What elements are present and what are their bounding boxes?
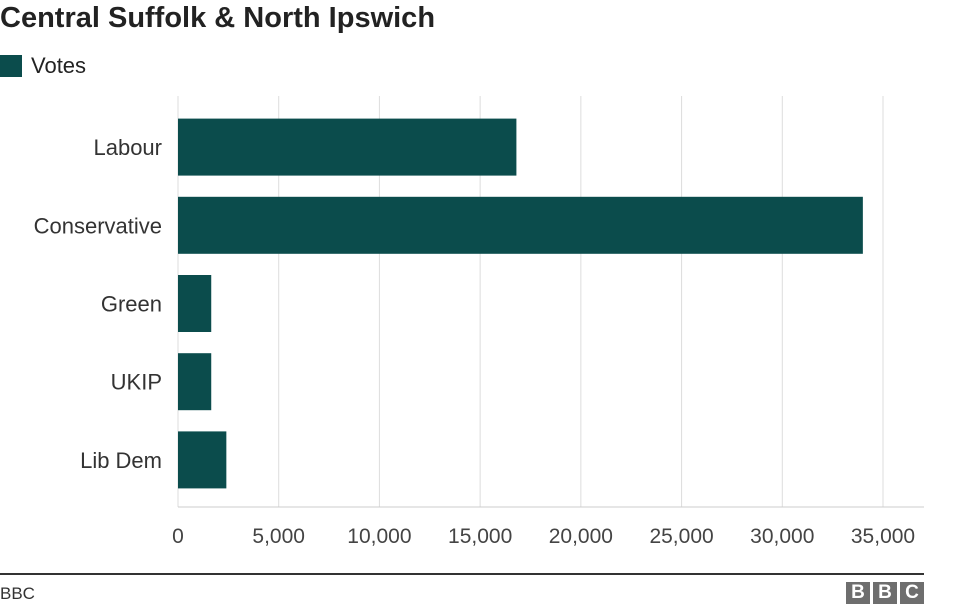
x-tick-label: 10,000	[347, 525, 411, 548]
x-tick-label: 35,000	[851, 525, 915, 548]
bar	[178, 275, 212, 332]
bars	[178, 118, 863, 489]
bar	[178, 118, 517, 176]
source-label: BBC	[0, 584, 35, 603]
x-tick-label: 25,000	[649, 525, 713, 548]
category-label: Lib Dem	[80, 448, 162, 473]
category-label: UKIP	[111, 370, 162, 395]
bar	[178, 196, 863, 254]
bbc-logo-letter: B	[846, 582, 870, 604]
x-tick-label: 20,000	[549, 525, 613, 548]
x-tick-label: 30,000	[750, 525, 814, 548]
bbc-logo-letter: C	[900, 582, 924, 604]
chart-legend: Votes	[0, 53, 86, 79]
bbc-logo-letter: B	[873, 582, 897, 604]
bar	[178, 431, 227, 489]
x-tick-label: 5,000	[252, 525, 305, 548]
x-tick-label: 0	[172, 525, 184, 548]
category-label: Labour	[93, 135, 162, 160]
x-tick-labels: 0 5,000 10,000 15,000 20,000 25,000 30,000 35,0…	[172, 525, 915, 548]
category-label: Conservative	[34, 213, 162, 238]
bbc-logo: B B C	[846, 582, 924, 604]
bar	[178, 353, 212, 411]
legend-label: Votes	[31, 53, 87, 78]
category-label: Green	[101, 292, 162, 317]
footer-divider	[0, 573, 924, 575]
category-labels: Labour Conservative Green UKIP Lib Dem	[34, 135, 162, 473]
chart-title: Central Suffolk & North Ipswich	[0, 2, 436, 34]
legend-swatch	[0, 55, 22, 77]
x-tick-label: 15,000	[448, 525, 512, 548]
